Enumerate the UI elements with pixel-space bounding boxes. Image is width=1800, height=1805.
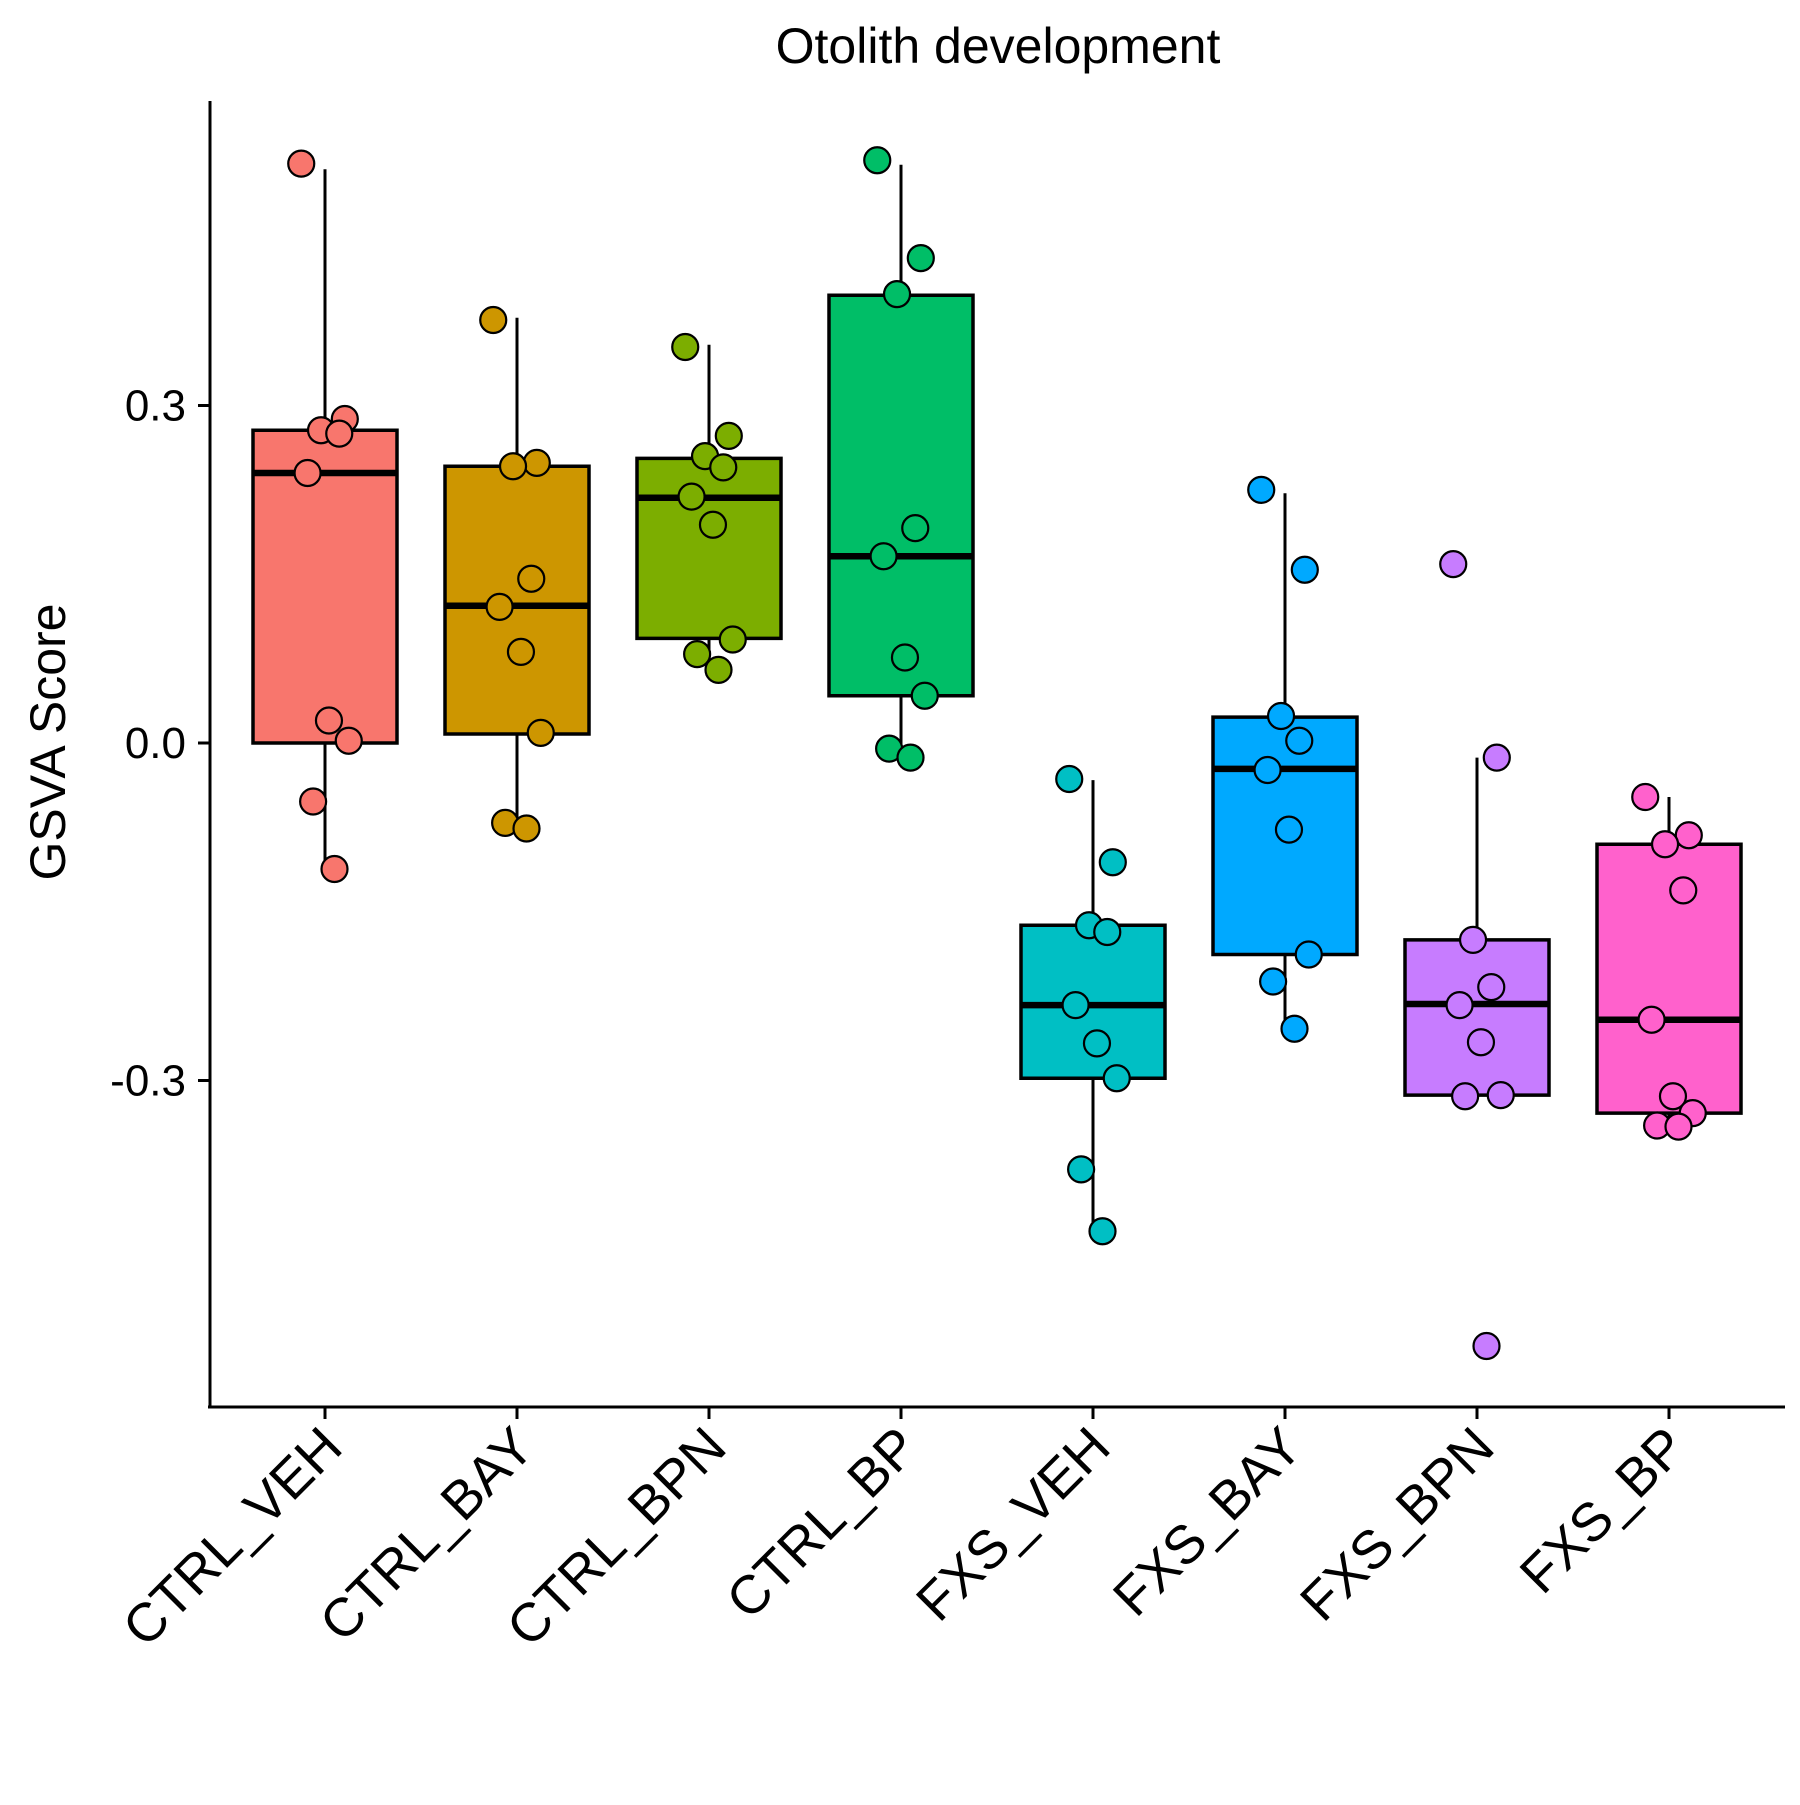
data-point — [485, 592, 514, 621]
data-point — [863, 146, 892, 175]
data-point — [704, 655, 733, 684]
box — [443, 464, 591, 736]
data-point — [1439, 550, 1468, 579]
data-point — [890, 643, 920, 672]
box — [635, 456, 783, 641]
x-tick-label: CTRL_BP — [715, 1416, 929, 1630]
data-point — [299, 787, 328, 816]
data-point — [1274, 815, 1304, 844]
data-point — [1451, 1082, 1480, 1111]
data-point — [1294, 940, 1323, 969]
data-point — [1290, 555, 1319, 584]
data-point — [677, 482, 706, 511]
data-point — [698, 510, 728, 539]
data-point — [1055, 764, 1084, 794]
data-point — [1082, 1029, 1112, 1058]
data-point — [1253, 755, 1282, 785]
data-point — [1088, 1217, 1117, 1246]
x-axis-ticks: CTRL_VEHCTRL_BAYCTRL_BPNCTRL_BPFXS_VEHFX… — [112, 1407, 1698, 1658]
data-point — [1472, 1331, 1501, 1361]
data-point — [1259, 967, 1288, 996]
data-point — [1247, 475, 1276, 504]
data-point — [1458, 925, 1488, 954]
data-point — [1280, 1014, 1309, 1043]
data-point — [1067, 1155, 1096, 1184]
data-point — [1093, 917, 1122, 947]
x-tick-label: FXS_BAY — [1102, 1416, 1314, 1628]
data-point — [287, 149, 316, 178]
data-point — [506, 637, 536, 666]
data-point — [671, 332, 700, 362]
data-point — [479, 305, 508, 335]
y-tick-label: 0.0 — [125, 719, 186, 768]
box-group-ctrl-bpn — [635, 332, 783, 684]
box-group-ctrl-bp — [827, 146, 975, 772]
data-point — [683, 640, 712, 669]
data-point — [1102, 1064, 1131, 1093]
chart-title: Otolith development — [776, 18, 1221, 74]
data-point — [498, 452, 528, 481]
box-group-fxs-veh — [1019, 764, 1167, 1246]
data-point — [1664, 1112, 1693, 1141]
data-point — [1486, 1081, 1515, 1110]
box-group-fxs-bp — [1595, 782, 1743, 1141]
data-point — [1061, 991, 1090, 1020]
data-point — [320, 854, 349, 884]
data-point — [293, 458, 322, 488]
data-point — [1266, 701, 1296, 731]
plot-area — [251, 146, 1743, 1361]
x-tick-label: FXS_VEH — [905, 1416, 1121, 1632]
data-point — [1466, 1028, 1496, 1057]
data-point — [522, 448, 551, 477]
y-axis-ticks: 0.3 0.0 -0.3 — [110, 382, 210, 1106]
data-point — [901, 514, 930, 543]
data-point — [314, 706, 344, 735]
y-axis-label: GSVA Score — [20, 604, 76, 881]
data-point — [517, 564, 546, 593]
data-point — [1674, 821, 1703, 850]
data-point — [1445, 991, 1474, 1020]
data-point — [512, 814, 541, 843]
data-point — [906, 244, 935, 273]
x-tick-label: FXS_BP — [1509, 1416, 1698, 1605]
data-point — [1285, 726, 1314, 755]
data-point — [1658, 1082, 1688, 1111]
data-point — [910, 681, 939, 710]
y-tick-label: 0.3 — [125, 382, 186, 431]
data-point — [718, 625, 747, 654]
data-point — [1098, 848, 1127, 877]
box — [251, 428, 399, 745]
box — [1403, 938, 1551, 1097]
data-point — [526, 718, 555, 747]
data-point — [714, 421, 743, 450]
box-group-ctrl-bay — [443, 305, 591, 843]
data-point — [325, 419, 354, 448]
data-point — [1631, 782, 1660, 812]
data-point — [1482, 743, 1511, 772]
data-point — [1650, 830, 1680, 859]
data-point — [1637, 1005, 1666, 1034]
box — [1595, 842, 1743, 1115]
data-point — [869, 542, 898, 571]
box-group-fxs-bpn — [1403, 550, 1551, 1361]
data-point — [709, 453, 738, 482]
data-point — [334, 726, 363, 755]
box-group-fxs-bay — [1211, 475, 1359, 1043]
data-point — [896, 743, 925, 772]
data-point — [1669, 876, 1698, 905]
x-tick-label: FXS_BPN — [1289, 1416, 1505, 1632]
data-point — [882, 280, 912, 309]
box — [827, 293, 975, 698]
box-group-ctrl-veh — [251, 149, 399, 884]
data-point — [1477, 973, 1506, 1002]
y-tick-label: -0.3 — [110, 1057, 186, 1106]
x-tick-label: CTRL_VEH — [112, 1416, 354, 1658]
